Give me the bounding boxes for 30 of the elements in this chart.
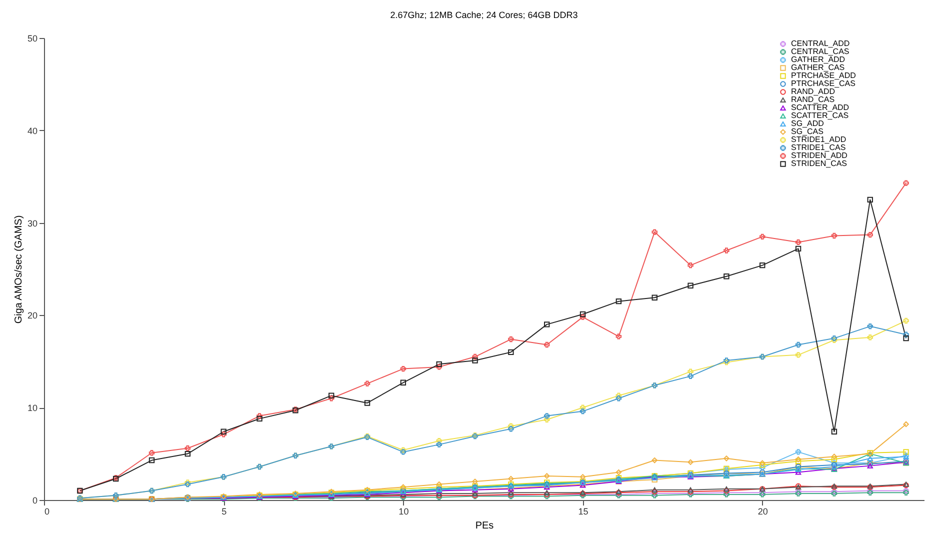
legend-label: CENTRAL_ADD [791, 39, 850, 48]
legend-label: SG_ADD [791, 119, 824, 128]
legend-label: SCATTER_ADD [791, 103, 850, 112]
legend-label: PTRCHASE_CAS [791, 79, 856, 88]
x-axis-title: PEs [475, 520, 494, 532]
x-tick-label: 5 [222, 506, 227, 516]
legend-label: RAND_CAS [791, 95, 835, 104]
legend-label: SG_CAS [791, 127, 824, 136]
legend-label: STRIDE1_ADD [791, 135, 846, 144]
legend-label: STRIDEN_ADD [791, 151, 848, 160]
x-tick-label: 10 [398, 506, 409, 516]
y-tick-label: 20 [27, 310, 38, 321]
y-tick-label: 30 [27, 218, 38, 228]
legend-label: RAND_ADD [791, 87, 836, 96]
x-tick-label: 15 [578, 506, 588, 516]
chart-title: 2.67Ghz; 12MB Cache; 24 Cores; 64GB DDR3 [390, 10, 578, 20]
legend-label: SCATTER_CAS [791, 111, 849, 120]
legend-label: STRIDE1_CAS [791, 143, 846, 152]
legend-label: GATHER_CAS [791, 63, 845, 72]
x-tick-label: 0 [44, 506, 50, 516]
y-tick-label: 0 [32, 496, 38, 506]
y-tick-label: 40 [27, 126, 38, 136]
legend-label: STRIDEN_CAS [791, 159, 848, 168]
legend-label: GATHER_ADD [791, 55, 846, 64]
x-tick-label: 20 [758, 506, 768, 516]
y-tick-label: 50 [27, 34, 38, 44]
legend-label: PTRCHASE_ADD [791, 71, 856, 80]
y-axis-title: Giga AMOs/sec (GAMS) [13, 215, 24, 324]
y-tick-label: 10 [27, 403, 38, 414]
legend-label: CENTRAL_CAS [791, 47, 850, 56]
